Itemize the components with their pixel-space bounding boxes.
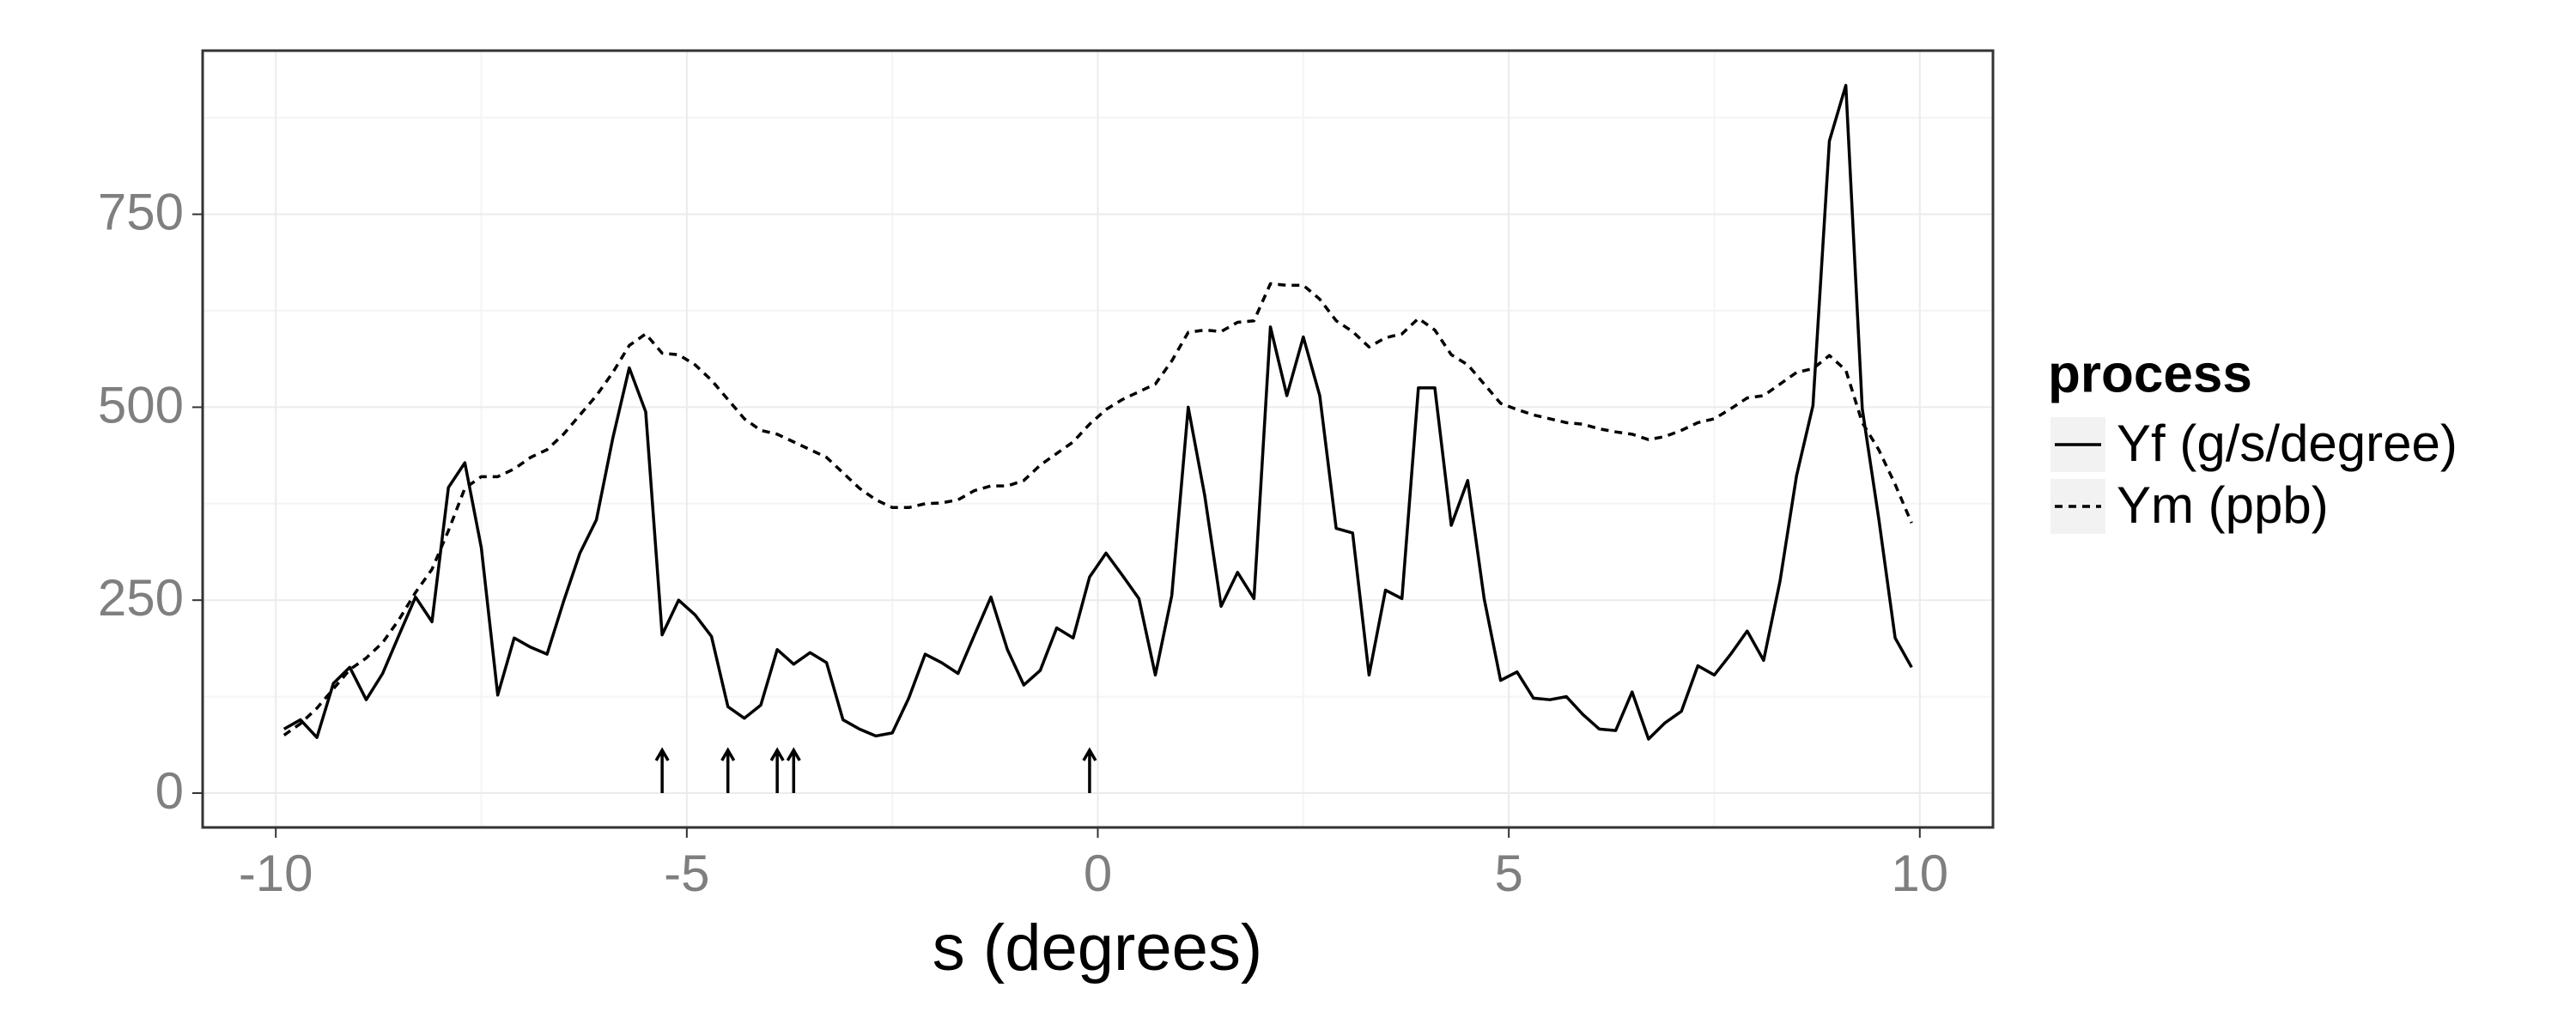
arrow-marker [1082, 747, 1097, 793]
x-tick-label: -5 [664, 845, 709, 902]
arrow-marker [769, 747, 785, 793]
x-tick-label: 5 [1494, 845, 1522, 902]
arrow [654, 747, 670, 793]
x-tick-label: 10 [1891, 845, 1948, 902]
x-tick-label: 0 [1084, 845, 1112, 902]
x-axis-title: s (degrees) [933, 912, 1262, 985]
x-tick-label: -10 [239, 845, 313, 902]
legend-label: Yf (g/s/degree) [2117, 415, 2458, 472]
arrow [769, 747, 785, 793]
arrow-marker [654, 747, 670, 793]
arrow-marker [720, 747, 736, 793]
y-tick-label: 750 [98, 183, 184, 240]
arrow [1082, 747, 1097, 793]
y-tick-label: 250 [98, 569, 184, 627]
legend-title: process [2048, 344, 2252, 403]
arrow [786, 747, 801, 793]
plot-border [201, 49, 1995, 829]
data-line [283, 83, 1913, 741]
arrow-marker [786, 747, 801, 793]
data-line [283, 282, 1913, 736]
y-tick-label: 500 [98, 376, 184, 433]
arrow [720, 747, 736, 793]
y-tick-label: 0 [155, 762, 184, 820]
legend-label: Ym (ppb) [2117, 476, 2329, 534]
